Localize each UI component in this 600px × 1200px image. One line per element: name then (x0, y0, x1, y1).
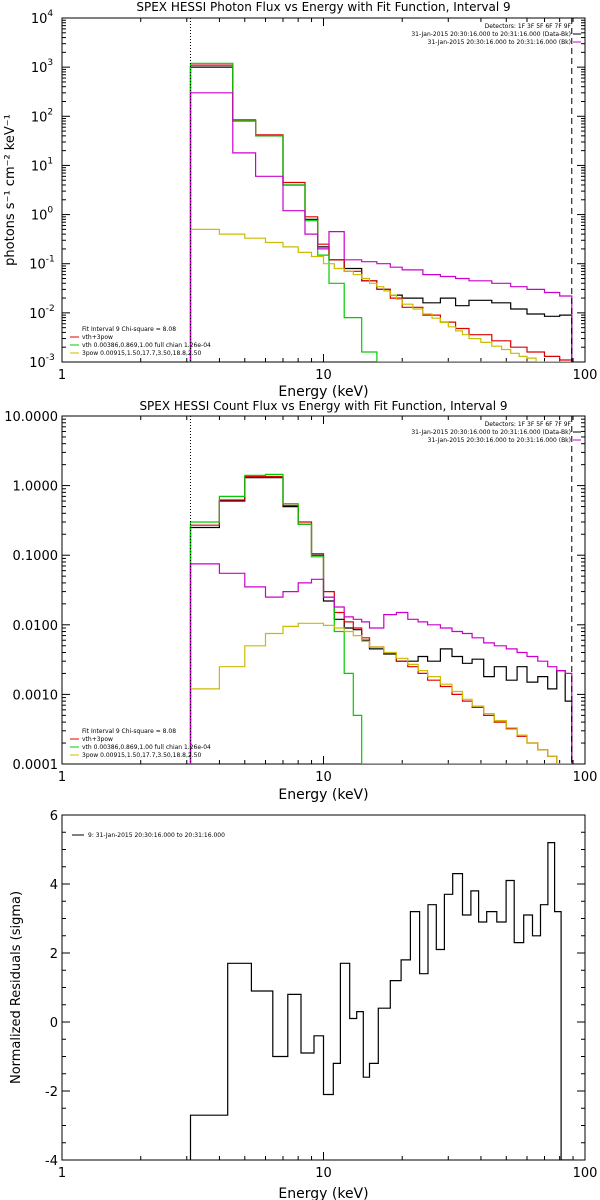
series-line-1 (189, 475, 572, 764)
series-line-3 (189, 622, 572, 764)
legend-entry: 3pow 0.00915,1.50,17.7,3.50,18.8,2.50 (82, 752, 201, 759)
y-tick-label: 104 (31, 9, 54, 27)
series-line-0 (189, 477, 573, 764)
legend-entry: Fit Interval 9 Chi-square = 8.08 (82, 326, 176, 333)
y-tick-label: 0.0100 (13, 619, 59, 634)
legend-entry: Detectors: 1F 3F 5F 6F 7F 9F (485, 23, 572, 30)
residuals-panel: 1 10 100 -4 -2 0 2 4 6 Energy (keV) Normalized Res… (9, 809, 597, 1200)
y-axis-label: photons s⁻¹ cm⁻² keV⁻¹ (3, 114, 18, 266)
y-tick-label: 10-3 (29, 353, 55, 371)
legend-entry: vth+3pow (82, 736, 113, 743)
y-tick-label: 10-2 (29, 304, 55, 322)
legend-entry: vth+3pow (82, 334, 113, 341)
y-tick-label: 102 (31, 107, 53, 125)
y-tick-label: -4 (45, 1154, 58, 1169)
y-tick-label: 10.0000 (4, 410, 58, 425)
series-line-4 (189, 563, 573, 764)
x-tick-label: 10 (315, 368, 332, 383)
legend-entry: 9: 31-Jan-2015 20:30:16.000 to 20:31:16.… (88, 832, 225, 839)
plot-frame (61, 814, 586, 1161)
series-line-0 (189, 842, 572, 1160)
series-line-2 (189, 62, 572, 362)
y-tick-label: 101 (31, 156, 53, 174)
legend-entry: Fit Interval 9 Chi-square = 8.08 (82, 728, 176, 735)
chart-title: SPEX HESSI Count Flux vs Energy with Fit… (139, 399, 507, 413)
y-tick-label: 10-1 (29, 255, 55, 273)
x-tick-label: 1 (58, 770, 66, 785)
y-tick-label: -2 (45, 1085, 58, 1100)
legend-entry: vth 0.00386,0.869,1.00 full chian 1.26e-… (82, 342, 211, 349)
count-flux-panel: 1 10 100 0.0001 0.0010 0.0100 0.1000 1.0000 10.0… (4, 399, 597, 803)
y-tick-label: 100 (31, 206, 54, 224)
series-line-2 (189, 473, 572, 764)
y-tick-label: 1.0000 (13, 480, 59, 495)
x-tick-label: 1 (58, 1166, 66, 1181)
x-axis-label: Energy (keV) (278, 384, 368, 400)
series-line-3 (189, 228, 572, 362)
legend-entry: 31-Jan-2015 20:30:16.000 to 20:31:16.000… (411, 429, 571, 436)
x-tick-label: 100 (573, 1166, 598, 1181)
series-line-1 (189, 64, 573, 362)
chart-title: SPEX HESSI Photon Flux vs Energy with Fi… (136, 0, 510, 14)
y-tick-label: 6 (50, 809, 58, 824)
y-tick-label: 103 (31, 58, 53, 76)
x-axis-label: Energy (keV) (278, 787, 368, 803)
y-tick-label: 0.1000 (13, 549, 59, 564)
series-line-4 (189, 92, 573, 362)
photon-flux-panel: 1 10 100 10-3 10-2 10-1 100 101 102 103 104 SPEX HE… (3, 0, 597, 400)
y-tick-label: 0.0001 (13, 758, 59, 773)
legend-entry: vth 0.00386,0.869,1.00 full chian 1.26e-… (82, 744, 211, 751)
x-tick-label: 1 (58, 368, 66, 383)
x-tick-label: 100 (573, 770, 598, 785)
y-tick-label: 4 (50, 878, 58, 893)
x-tick-label: 10 (315, 770, 332, 785)
x-axis-label: Energy (keV) (278, 1186, 368, 1200)
legend-entry: Detectors: 1F 3F 5F 6F 7F 9F (485, 421, 572, 428)
y-tick-label: 0.0010 (13, 688, 59, 703)
x-tick-label: 100 (573, 368, 598, 383)
legend-entry: 3pow 0.00915,1.50,17.7,3.50,18.8,2.50 (82, 350, 201, 357)
y-tick-label: 0 (50, 1016, 58, 1031)
y-axis-label: Normalized Residuals (sigma) (9, 891, 24, 1084)
legend-entry: 31-Jan-2015 20:30:16.000 to 20:31:16.000… (428, 39, 571, 46)
x-tick-label: 10 (315, 1166, 332, 1181)
legend-entry: 31-Jan-2015 20:30:16.000 to 20:31:16.000… (428, 437, 571, 444)
series-line-0 (189, 66, 573, 362)
y-tick-label: 2 (50, 947, 58, 962)
plot-frame (61, 17, 586, 363)
legend-entry: 31-Jan-2015 20:30:16.000 to 20:31:16.000… (411, 31, 571, 38)
